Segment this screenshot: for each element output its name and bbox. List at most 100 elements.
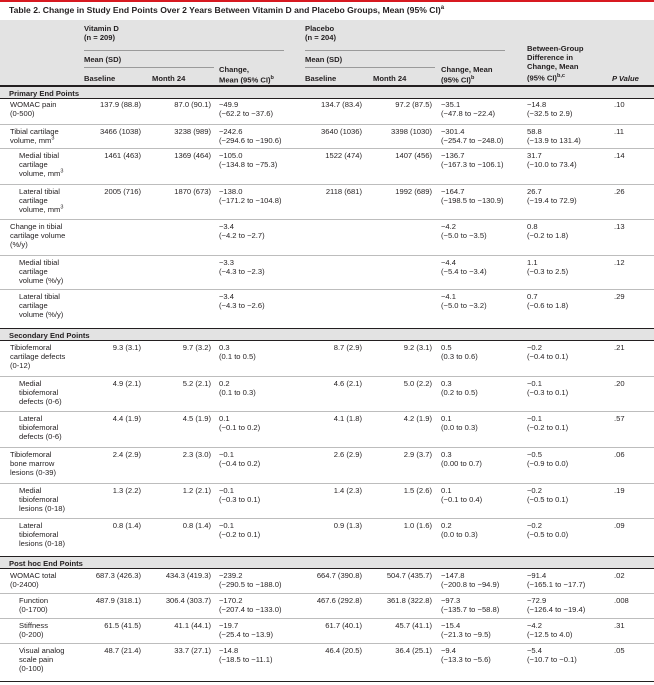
row-separator	[0, 643, 654, 644]
cell-pm: 97.2 (87.5)	[395, 100, 432, 109]
cell-vc: 0.1 (−0.1 to 0.2)	[219, 414, 260, 432]
cell-line: −0.1	[527, 414, 542, 423]
row-label-line: cartilage	[19, 196, 48, 206]
row-label-line: Lateral tibial	[19, 292, 60, 301]
cell-pc: −301.4 (−254.7 to −248.0)	[441, 127, 504, 145]
cell-vb: 2.4 (2.9)	[112, 450, 141, 459]
row-label-line: tibiofemoral	[19, 388, 59, 398]
header-baseline: Baseline	[84, 74, 116, 83]
row-separator	[0, 124, 654, 125]
cell-p-value: .008	[614, 596, 629, 605]
cell-line: −9.4	[441, 646, 456, 655]
section-posthoc: Post hoc End Points	[0, 556, 654, 569]
cell-line: −3.4	[219, 222, 234, 231]
header-change-ci: Change, Mean (95% CI)b	[219, 65, 274, 85]
header-between-line4: (95% CI)	[527, 73, 557, 83]
table-title-text: Table 2. Change in Study End Points Over…	[9, 5, 441, 15]
row-label-line: volume, mm	[19, 205, 61, 215]
cell-line: (−126.4 to −19.4)	[527, 605, 586, 615]
row-label-line: Medial tibial	[19, 258, 60, 267]
cell-line: −0.1	[219, 521, 234, 530]
cell-line: (−0.4 to 0.2)	[219, 459, 261, 469]
row-label-line: lesions (0-39)	[10, 468, 57, 478]
cell-line: (−294.6 to −190.6)	[219, 136, 282, 146]
row-label: Tibiofemoral cartilage defects (0-12)	[10, 343, 65, 371]
cell-line: (−18.5 to −11.1)	[219, 655, 273, 665]
cell-bg: 0.8 (−0.2 to 1.8)	[527, 222, 568, 240]
cell-pm: 1.5 (2.6)	[403, 486, 432, 495]
row-label-line: cartilage defects	[10, 352, 66, 362]
cell-line: (−5.0 to −3.5)	[441, 231, 487, 241]
cell-bg: −0.2 (−0.4 to 0.1)	[527, 343, 568, 361]
cell-line: 31.7	[527, 151, 542, 160]
cell-line: −35.1	[441, 100, 461, 109]
cell-line: −4.1	[441, 292, 456, 301]
cell-vc: −0.1 (−0.4 to 0.2)	[219, 450, 260, 468]
cell-line: (−290.5 to −188.0)	[219, 580, 282, 590]
cell-pc: 0.3 (0.00 to 0.7)	[441, 450, 482, 468]
row-label: Lateral tibiofemoral lesions (0-18)	[19, 521, 65, 549]
cell-pm: 36.4 (25.1)	[395, 646, 432, 655]
row-label-line: cartilage	[19, 267, 48, 277]
row-label-line: defects (0-6)	[19, 397, 62, 407]
cell-line: (−4.3 to −2.6)	[219, 301, 265, 311]
cell-pc: −15.4 (−21.3 to −9.5)	[441, 621, 491, 639]
cell-line: (−0.1 to 0.2)	[219, 423, 261, 433]
cell-pm: 5.0 (2.2)	[403, 379, 432, 388]
header-footnote: b	[470, 75, 475, 82]
cell-line: (0.00 to 0.7)	[441, 459, 482, 469]
cell-p-value: .21	[614, 343, 625, 352]
cell-pb: 46.4 (20.5)	[325, 646, 362, 655]
cell-line: (0.1 to 0.5)	[219, 352, 256, 362]
cell-vc: −170.2 (−207.4 to −133.0)	[219, 596, 282, 614]
row-label-line: Change in tibial	[10, 222, 63, 231]
cell-line: (−10.7 to −0.1)	[527, 655, 577, 665]
cell-vc: −239.2 (−290.5 to −188.0)	[219, 571, 282, 589]
cell-line: (−0.5 to 0.1)	[527, 495, 569, 505]
cell-line: −0.2	[527, 343, 542, 352]
header-p-value: P Value	[612, 74, 639, 83]
header-between-group: Between-Group Difference in Change, Mean (9…	[527, 44, 584, 82]
cell-pb: 0.9 (1.3)	[333, 521, 362, 530]
cell-vc: −19.7 (−25.4 to −13.9)	[219, 621, 273, 639]
row-label-line: volume, mm	[10, 136, 52, 146]
cell-pc: −136.7 (−167.3 to −106.1)	[441, 151, 504, 169]
cell-line: 0.3	[441, 379, 452, 388]
cell-line: −72.9	[527, 596, 547, 605]
cell-line: −170.2	[219, 596, 243, 605]
cell-line: 0.2	[441, 521, 452, 530]
cell-line: −0.1	[219, 486, 234, 495]
row-separator	[0, 148, 654, 149]
cell-line: (−0.2 to 1.8)	[527, 231, 569, 241]
cell-line: (−207.4 to −133.0)	[219, 605, 282, 615]
cell-pb: 664.7 (390.8)	[316, 571, 362, 580]
header-change-line2: (95% CI)	[441, 75, 471, 85]
header-month24: Month 24	[373, 74, 407, 83]
row-label: Tibiofemoral bone marrow lesions (0-39)	[10, 450, 56, 478]
header-rule	[84, 67, 214, 68]
cell-line: (−198.5 to −130.9)	[441, 196, 504, 206]
cell-line: −301.4	[441, 127, 465, 136]
header-rule	[305, 50, 505, 51]
row-label-line: cartilage	[19, 160, 48, 170]
row-label: WOMAC pain (0-500)	[10, 100, 56, 118]
cell-line: (−0.2 to 0.1)	[527, 423, 569, 433]
header-between-line2: Difference in	[527, 53, 573, 63]
cell-line: 0.1	[441, 414, 452, 423]
cell-pb: 3640 (1036)	[321, 127, 362, 136]
cell-vb: 0.8 (1.4)	[112, 521, 141, 530]
cell-vb: 2005 (716)	[104, 187, 141, 196]
cell-vb: 687.3 (426.3)	[95, 571, 141, 580]
row-label-line: tibiofemoral	[19, 423, 59, 433]
cell-vm: 33.7 (27.1)	[174, 646, 211, 655]
cell-line: (−0.5 to 0.0)	[527, 530, 569, 540]
cell-pb: 1.4 (2.3)	[333, 486, 362, 495]
row-label: Visual analog scale pain (0-100)	[19, 646, 64, 674]
cell-pm: 1.0 (1.6)	[403, 521, 432, 530]
cell-pc: −9.4 (−13.3 to −5.6)	[441, 646, 491, 664]
cell-bg: −0.2 (−0.5 to 0.1)	[527, 486, 568, 504]
row-label-line: (0-2400)	[10, 580, 39, 590]
title-footnote: a	[440, 5, 445, 12]
header-mean-sd: Mean (SD)	[84, 55, 122, 64]
cell-line: (−0.9 to 0.0)	[527, 459, 569, 469]
